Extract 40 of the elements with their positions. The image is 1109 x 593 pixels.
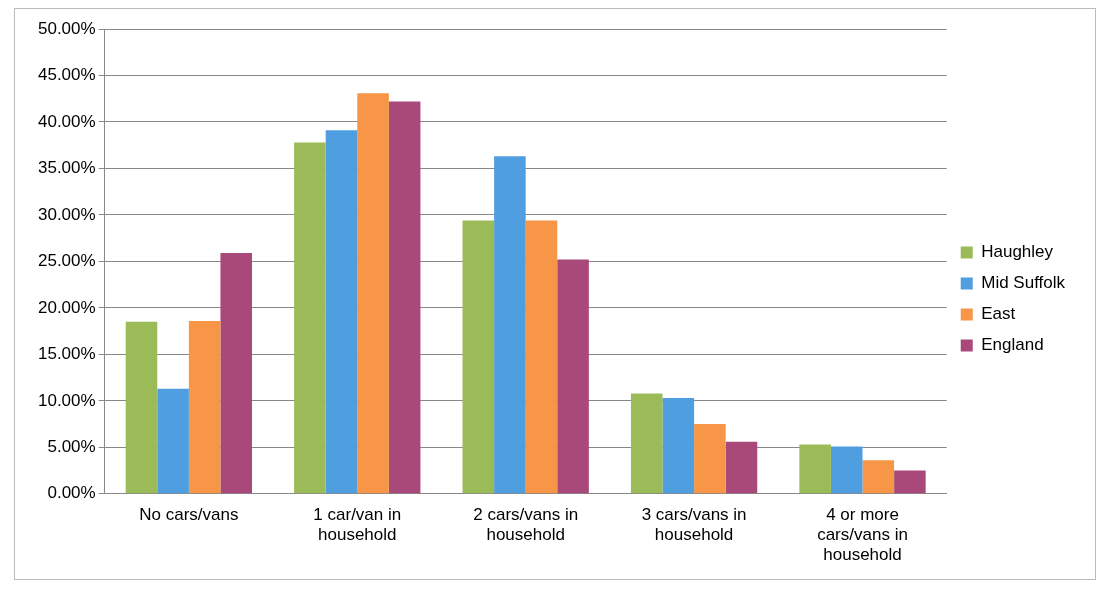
bar [388, 101, 421, 494]
y-tick-label: 10.00% [37, 390, 96, 410]
bar [525, 220, 558, 494]
y-tick-label: 20.00% [37, 297, 96, 317]
bar [725, 441, 758, 494]
bar [830, 446, 863, 494]
bar [694, 424, 726, 494]
bar [220, 253, 253, 494]
y-tick-label: 30.00% [37, 204, 96, 224]
legend-label: Mid Suffolk [981, 273, 1066, 293]
bar [125, 321, 158, 494]
bar [894, 470, 926, 494]
bar [557, 259, 589, 494]
bar [799, 444, 831, 494]
y-tick-label: 5.00% [47, 437, 96, 457]
y-tick-label: 50.00% [37, 18, 96, 38]
x-tick-label: 3 cars/vans in household [641, 504, 747, 545]
x-tick-label: 4 or more cars/vans in household [817, 504, 908, 565]
bar [188, 320, 221, 494]
bar [294, 142, 326, 494]
bar [494, 156, 526, 494]
x-tick-label: 2 cars/vans in household [473, 504, 579, 545]
bar [662, 398, 695, 494]
y-tick-label: 40.00% [37, 111, 96, 131]
bar [157, 388, 189, 494]
x-tick-label: 1 car/van in household [313, 504, 402, 545]
bar [357, 93, 389, 494]
y-tick-label: 15.00% [37, 344, 96, 364]
legend-label: East [981, 304, 1016, 324]
bar [630, 393, 663, 494]
y-tick-label: 0.00% [47, 483, 96, 503]
bar [462, 220, 495, 494]
legend-label: England [981, 335, 1044, 355]
legend-label: Haughley [981, 242, 1054, 262]
y-tick-label: 45.00% [37, 65, 96, 85]
y-tick-label: 25.00% [37, 251, 96, 271]
bar [325, 130, 358, 494]
x-tick-label: No cars/vans [139, 504, 239, 524]
y-tick-label: 35.00% [37, 158, 96, 178]
bar [862, 460, 895, 494]
